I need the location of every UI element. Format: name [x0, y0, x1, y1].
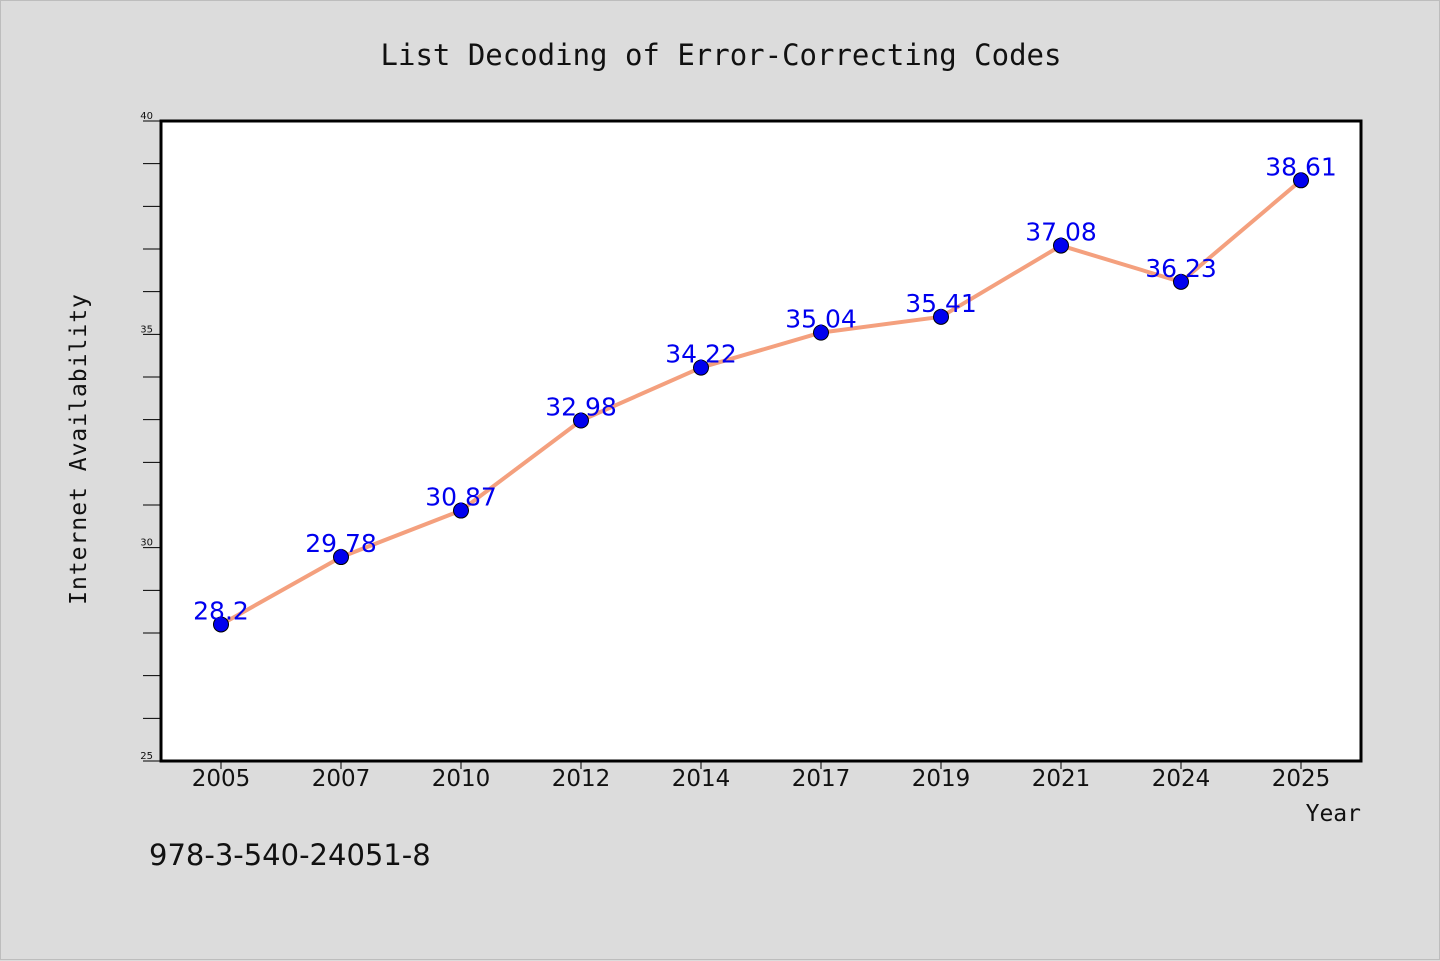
y-ticks: 25 30 35 40	[140, 111, 161, 762]
x-tick-label: 2025	[1272, 766, 1331, 792]
data-label: 35.41	[905, 289, 977, 318]
data-label: 32.98	[545, 393, 617, 422]
isbn-text: 978-3-540-24051-8	[149, 838, 431, 872]
data-point	[453, 502, 469, 519]
data-label: 38.61	[1265, 152, 1337, 181]
data-point	[933, 308, 949, 325]
data-point	[333, 549, 349, 566]
data-point	[1053, 237, 1069, 254]
data-label: 30.87	[425, 483, 497, 512]
data-point	[573, 412, 589, 429]
x-tick-label: 2012	[552, 766, 611, 792]
data-labels: 28.2 29.78 30.87 32.98 34.22 35.04 35.41 37.08 3…	[193, 152, 1337, 625]
plot-area	[161, 121, 1361, 761]
plot-frame	[159, 119, 1363, 763]
data-label: 36.23	[1145, 254, 1217, 283]
x-tick-label: 2024	[1152, 766, 1211, 792]
x-ticks: 2005 2007 2010 2012 2014 2017 2019 2021 2024 2025	[192, 761, 1331, 792]
data-point	[1173, 273, 1189, 290]
x-tick-label: 2017	[792, 766, 851, 792]
y-tick-label: 25	[140, 751, 153, 762]
data-point	[213, 616, 229, 633]
series-line	[219, 178, 1303, 627]
y-tick-label: 30	[140, 538, 153, 549]
y-minor-ticks	[143, 163, 161, 719]
data-point	[1293, 172, 1309, 189]
x-tick-label: 2010	[432, 766, 491, 792]
x-tick-label: 2019	[912, 766, 971, 792]
data-point	[693, 359, 709, 376]
data-point	[813, 324, 829, 341]
chart-title: List Decoding of Error-Correcting Codes	[381, 38, 1062, 72]
y-tick-label: 35	[140, 324, 153, 335]
x-tick-label: 2007	[312, 766, 371, 792]
x-tick-label: 2021	[1032, 766, 1091, 792]
x-tick-label: 2005	[192, 766, 251, 792]
x-axis-label: Year	[1306, 801, 1361, 827]
data-label: 35.04	[785, 305, 857, 334]
y-axis-label: Internet Availability	[66, 293, 92, 605]
y-tick-label: 40	[140, 111, 153, 122]
data-label: 37.08	[1025, 218, 1097, 247]
x-tick-label: 2014	[672, 766, 731, 792]
markers	[213, 172, 1309, 633]
data-label: 28.2	[193, 596, 249, 625]
data-label: 29.78	[305, 529, 377, 558]
data-label: 34.22	[665, 340, 737, 369]
